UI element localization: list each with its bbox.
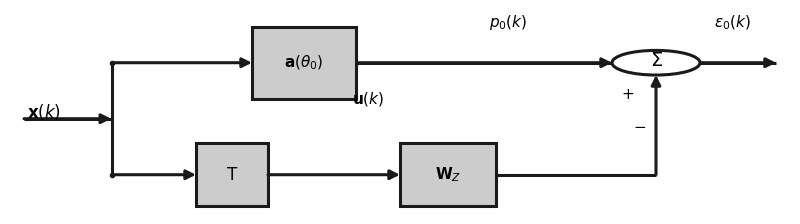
Text: $\varepsilon_0\left(k\right)$: $\varepsilon_0\left(k\right)$: [714, 13, 750, 32]
Bar: [252, 27, 356, 99]
Text: $\Sigma$: $\Sigma$: [650, 51, 662, 70]
Text: $p_0\left(k\right)$: $p_0\left(k\right)$: [489, 13, 527, 32]
Bar: [400, 143, 496, 206]
Text: $\mathbf{a}(\theta_0)$: $\mathbf{a}(\theta_0)$: [284, 54, 324, 72]
Bar: [196, 143, 268, 206]
Text: $+$: $+$: [622, 87, 634, 101]
Text: $\mathbf{u}(k)$: $\mathbf{u}(k)$: [352, 90, 384, 108]
Text: $\mathbf{W}_Z$: $\mathbf{W}_Z$: [434, 165, 462, 184]
Text: $-$: $-$: [634, 118, 646, 133]
Text: $\mathbf{x}(k)$: $\mathbf{x}(k)$: [27, 102, 61, 122]
Text: $\mathrm{T}$: $\mathrm{T}$: [226, 166, 238, 184]
Circle shape: [612, 50, 700, 75]
